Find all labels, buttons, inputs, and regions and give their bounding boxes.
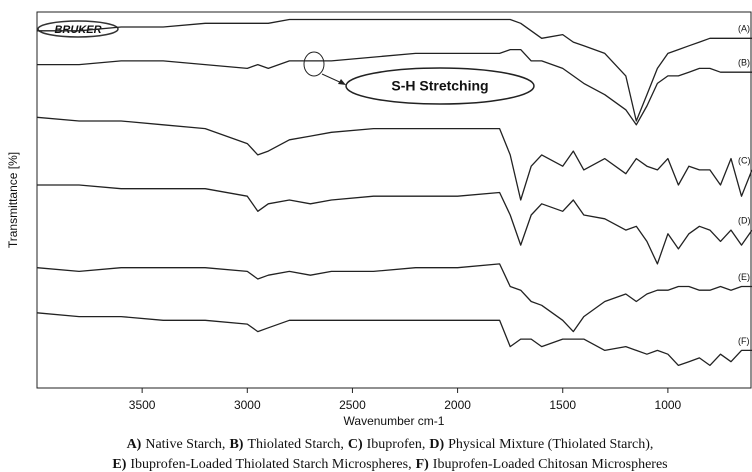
caption-text: Ibuprofen-Loaded Thiolated Starch Micros…	[130, 457, 411, 472]
x-tick-label: 1500	[549, 398, 576, 412]
caption-key: E)	[112, 457, 126, 472]
spectrum-line	[36, 263, 752, 333]
series-label: (C)	[738, 155, 751, 165]
caption-line: E) Ibuprofen-Loaded Thiolated Starch Micr…	[112, 457, 667, 472]
spectrum-line	[36, 116, 752, 201]
caption-key: C)	[348, 437, 363, 452]
series-label: (E)	[738, 272, 750, 282]
y-axis-label: Transmittance [%]	[6, 152, 20, 248]
highlight-circle	[303, 51, 325, 77]
x-tick-label: 2500	[339, 398, 366, 412]
x-axis-label: Wavenumber cm-1	[344, 414, 445, 428]
x-tick-label: 1000	[655, 398, 682, 412]
caption-key: D)	[429, 437, 444, 452]
spectrum-line	[36, 312, 752, 367]
spectrum-line	[37, 18, 752, 122]
caption-key: A)	[127, 437, 142, 452]
logo: BRUKER	[54, 24, 101, 36]
x-tick-label: 3000	[234, 398, 261, 412]
series-label: (D)	[738, 215, 751, 225]
series-label: (B)	[738, 58, 750, 68]
annotation-ellipse	[345, 67, 535, 105]
logo-ring	[37, 20, 119, 38]
x-tick-label: 2000	[444, 398, 471, 412]
caption-text: Thiolated Starch,	[247, 437, 343, 452]
caption-text: Physical Mixture (Thiolated Starch),	[448, 437, 653, 452]
caption: A) Native Starch, B) Thiolated Starch, C) Ibu…	[112, 437, 667, 472]
series-label: (F)	[738, 336, 750, 346]
caption-key: B)	[229, 437, 243, 452]
series-label: (A)	[738, 24, 750, 34]
plot-frame	[36, 11, 752, 389]
caption-text: Native Starch,	[145, 437, 225, 452]
caption-text: Ibuprofen-Loaded Chitosan Microspheres	[433, 457, 668, 472]
spectrum-line	[37, 48, 752, 126]
arrow-head	[338, 79, 346, 85]
x-tick-label: 3500	[129, 398, 156, 412]
spectrum-line	[37, 184, 752, 265]
caption-text: Ibuprofen,	[367, 437, 426, 452]
caption-line: A) Native Starch, B) Thiolated Starch, C) Ibu…	[127, 437, 654, 452]
annotation: S-H Stretching	[391, 78, 488, 94]
caption-key: F)	[416, 457, 430, 472]
